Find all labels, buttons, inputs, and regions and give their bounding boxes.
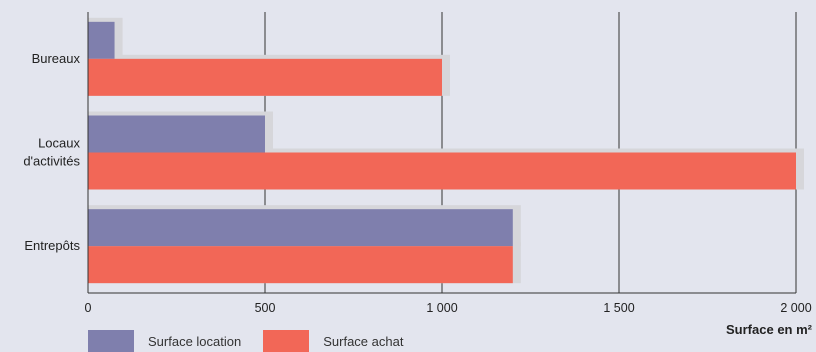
x-tick-label-500: 500 (255, 301, 276, 315)
legend-item-location: Surface location (88, 330, 241, 352)
legend-swatch-location (88, 330, 134, 352)
legend: Surface location Surface achat (88, 330, 425, 352)
legend-label-achat: Surface achat (323, 333, 404, 349)
bar-chart: Bureaux Locaux d'activités Entrepôts 0 500 1 0… (23, 12, 812, 315)
x-axis-label: Surface en m² (726, 322, 812, 337)
legend-item-achat: Surface achat (263, 330, 403, 352)
category-label-1-0: Locaux (38, 136, 80, 151)
bar-location-0 (88, 21, 115, 59)
bar-achat-2 (88, 246, 513, 284)
x-tick-label-0: 0 (85, 301, 92, 315)
bar-achat-1 (88, 152, 796, 190)
bar-location-2 (88, 209, 513, 247)
x-tick-label-2000: 2 000 (780, 301, 811, 315)
category-label-0-0: Bureaux (32, 51, 81, 66)
legend-swatch-achat (263, 330, 310, 352)
x-tick-label-1000: 1 000 (426, 301, 457, 315)
category-label-1-1: d'activités (23, 154, 80, 169)
bar-achat-0 (88, 58, 442, 96)
bar-location-1 (88, 115, 265, 153)
legend-label-location: Surface location (148, 333, 242, 349)
category-label-2-0: Entrepôts (24, 238, 80, 253)
x-tick-label-1500: 1 500 (603, 301, 634, 315)
